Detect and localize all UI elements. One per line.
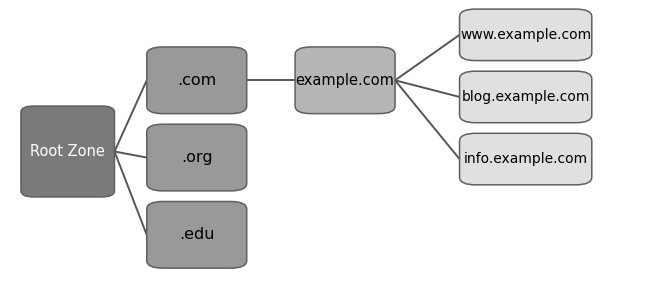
FancyBboxPatch shape	[459, 71, 591, 123]
FancyBboxPatch shape	[147, 201, 246, 268]
Text: www.example.com: www.example.com	[460, 28, 591, 42]
FancyBboxPatch shape	[147, 47, 246, 114]
Text: info.example.com: info.example.com	[464, 152, 588, 166]
FancyBboxPatch shape	[459, 133, 591, 185]
FancyBboxPatch shape	[295, 47, 395, 114]
Text: .edu: .edu	[179, 227, 215, 242]
FancyBboxPatch shape	[21, 106, 115, 197]
Text: example.com: example.com	[295, 73, 395, 88]
FancyBboxPatch shape	[147, 124, 246, 191]
Text: blog.example.com: blog.example.com	[461, 90, 590, 104]
Text: .org: .org	[181, 150, 213, 165]
Text: .com: .com	[177, 73, 216, 88]
FancyBboxPatch shape	[459, 9, 591, 61]
Text: Root Zone: Root Zone	[30, 144, 105, 159]
